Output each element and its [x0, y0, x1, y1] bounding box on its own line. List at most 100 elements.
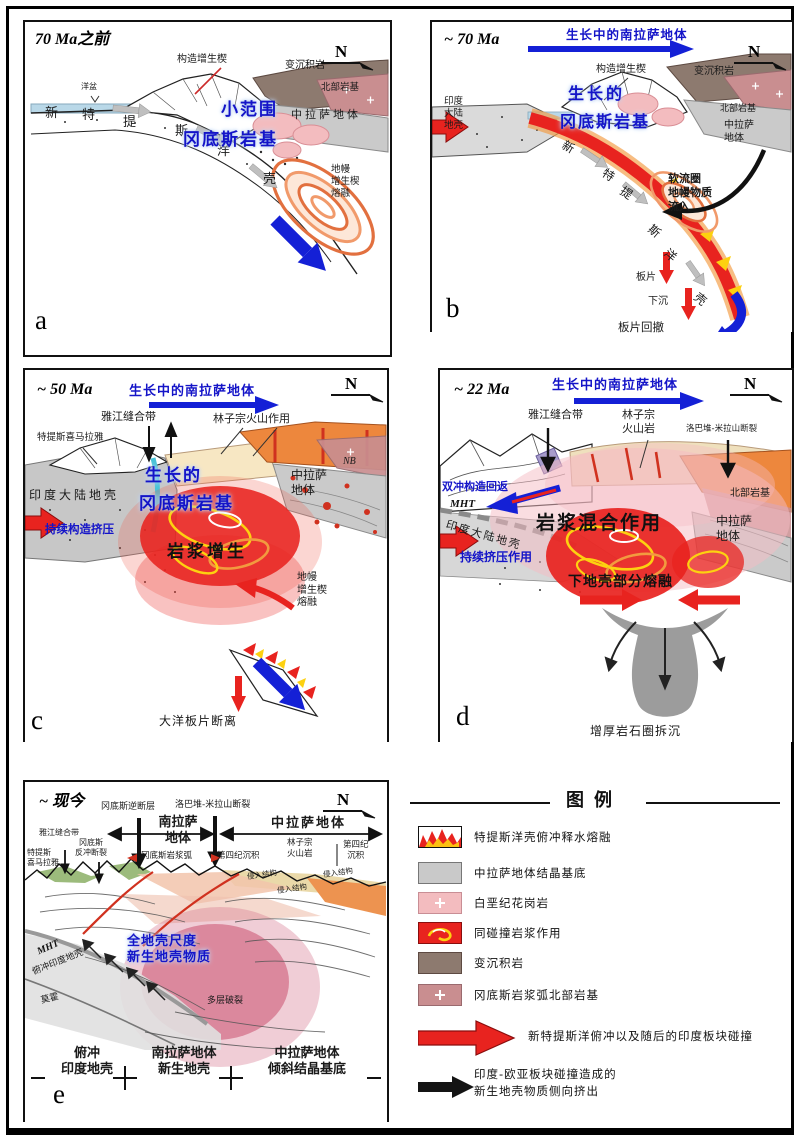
- label-mht: MHT: [450, 498, 476, 510]
- panel-d: ~ 22 Ma 生长中的南拉萨地体 N 雅江缝合带 林子宗 火山岩 洛巴堆-米拉…: [438, 368, 794, 742]
- panel-b-letter: b: [446, 293, 460, 323]
- label-section-subducted-india: 俯冲 印度地壳: [60, 1046, 113, 1078]
- label-tethyan-himalaya: 特提斯喜马拉雅: [37, 432, 104, 443]
- panel-b-drawing: [432, 40, 792, 332]
- label-multilayer-fracture: 多层破裂: [207, 996, 244, 1006]
- label-north-batholith: 北部岩基: [720, 104, 757, 114]
- terrane-extent-arrows-icon: [106, 826, 384, 842]
- legend-item: 特提斯洋壳俯冲释水熔融: [402, 826, 792, 856]
- legend-item: 变沉积岩: [402, 952, 792, 982]
- subduction-gray-arrows-icon: [580, 147, 705, 287]
- collision-red-arrow-icon: [432, 111, 469, 143]
- label-magma-accretion: 岩浆增生: [167, 542, 247, 562]
- legend-item: 白垩纪花岗岩: [402, 892, 792, 922]
- label-gangdese-batholith: 冈底斯岩基: [139, 494, 234, 514]
- label-north-batholith: 北部岩基: [730, 488, 770, 499]
- north-batholith-swatch-icon: [418, 984, 462, 1006]
- label-linzizong-volcanism: 林子宗火山作用: [213, 412, 290, 425]
- panel-c-drawing: [25, 396, 387, 718]
- wedge-pointer-line-icon: [194, 67, 222, 95]
- north-compass-icon: N: [321, 790, 377, 822]
- subduction-collision-red-arrow-icon: [417, 1018, 518, 1062]
- suture-down-arrow-icon: [540, 428, 556, 473]
- magma-swirls-icon: [565, 525, 729, 584]
- label-duplex-rebound: 双冲构造回返: [442, 480, 508, 493]
- label-juvenile-crust: 全地壳尺度 新生地壳物质: [127, 934, 212, 966]
- label-central-lhasa: 中拉萨地体: [291, 108, 361, 121]
- label-north-batholith: 北部岩基: [321, 82, 360, 93]
- legend-item: 冈底斯岩浆弧北部岩基: [402, 984, 792, 1014]
- compass-n-label: N: [748, 42, 761, 61]
- panel-b-time-label: ~ 70 Ma: [444, 31, 500, 48]
- volcanics-pointer-line-icon: [639, 439, 649, 469]
- label-yarlung-suture: 雅江缝合带: [39, 828, 79, 837]
- label-luobadui-fault: 洛巴堆-米拉山断裂: [175, 800, 251, 810]
- label-south-lhasa: 南拉萨 地体: [158, 815, 198, 847]
- panel-e-drawing: [25, 816, 387, 1090]
- label-nb: NB: [343, 456, 356, 467]
- header-blue-arrow-icon: [574, 392, 704, 410]
- legend-item: 同碰撞岩浆作用: [402, 922, 792, 952]
- volcanism-pointer-lines-icon: [220, 427, 278, 457]
- panel-a-letter: a: [35, 305, 47, 335]
- header-blue-arrow-icon: [149, 396, 279, 414]
- legend-item-label: 特提斯洋壳俯冲释水熔融: [474, 830, 612, 844]
- north-compass-icon: N: [728, 374, 784, 406]
- label-tectonic-wedge: 构造增生楔: [177, 54, 227, 65]
- panel-c-header: 生长中的南拉萨地体: [129, 384, 256, 399]
- himalaya-pointer-line-icon: [82, 447, 98, 465]
- metasedimentary-swatch-icon: [418, 952, 462, 974]
- label-asthenosphere-inflow: 软流圈 地幔物质 流入: [668, 172, 712, 213]
- panel-e-letter: e: [53, 1079, 65, 1109]
- label-gangdese-batholith: 冈底斯岩基: [560, 112, 651, 131]
- label-central-lhasa: 中拉萨 地体: [724, 120, 754, 144]
- collision-red-arrow-icon: [25, 507, 64, 539]
- label-metasedimentary: 变沉积岩: [285, 60, 325, 71]
- label-delamination: 增厚岩石圈拆沉: [590, 724, 682, 738]
- fault-down-arrow-icon: [720, 440, 736, 479]
- panel-d-drawing: [440, 392, 792, 717]
- magma-swirls-icon: [168, 505, 270, 575]
- panel-a-drawing: [30, 59, 389, 275]
- label-growing: 生长的: [568, 84, 626, 103]
- label-continued-compression: 持续挤压作用: [460, 550, 533, 564]
- label-india-crust: 印度大陆地壳: [29, 488, 120, 502]
- legend-item: 印度-欧亚板块碰撞造成的 新生地壳物质侧向挤出: [402, 1066, 792, 1110]
- legend-item: 中拉萨地体结晶基底: [402, 862, 792, 892]
- label-quaternary-1: 第四纪沉积: [217, 851, 260, 861]
- label-slab-char: 特: [82, 108, 96, 123]
- label-slab-breakoff: 大洋板片断离: [159, 714, 238, 728]
- label-tethyan-himalaya: 特提斯 喜马拉雅: [27, 848, 59, 867]
- label-section-south-lhasa: 南拉萨地体 新生地壳: [151, 1046, 217, 1078]
- panel-c-time-label: ~ 50 Ma: [37, 381, 93, 398]
- label-growing: 生长的: [145, 466, 202, 486]
- label-yarlung-suture: 雅江缝合带: [101, 410, 156, 423]
- legend-title-line-left: [410, 802, 550, 804]
- panel-b-header: 生长中的南拉萨地体: [566, 27, 688, 42]
- label-mantle-wedge-melting: 地幔 增生楔 熔融: [331, 164, 360, 199]
- label-slab-rollback: 板片回撤: [618, 320, 664, 334]
- label-central-lhasa: 中拉萨地体: [271, 816, 347, 831]
- panel-d-time-label: ~ 22 Ma: [454, 381, 510, 398]
- label-lower-crust-melting: 下地壳部分熔融: [568, 574, 673, 590]
- panel-e: ~ 现今 N 冈底斯逆断层 洛巴堆-米拉山断裂 南拉萨 地体 中拉萨地体 雅江缝…: [23, 780, 389, 1122]
- label-central-lhasa: 中拉萨 地体: [291, 468, 328, 497]
- mht-line-icon: [25, 929, 209, 1026]
- collision-red-arrow-icon: [440, 525, 479, 557]
- panel-a-time-label: 70 Ma之前: [35, 31, 110, 48]
- label-ocean-basin: 洋盆: [81, 82, 97, 91]
- legend-title: 图例: [566, 790, 622, 811]
- label-slab-char: 斯: [175, 124, 189, 139]
- legend-item-label: 新特提斯洋俯冲以及随后的印度板块碰撞: [528, 1029, 753, 1043]
- compass-n-label: N: [744, 374, 757, 393]
- slab-sinking-blue-arrow-icon: [270, 215, 326, 271]
- label-metasedimentary: 变沉积岩: [694, 66, 734, 77]
- label-gangdese-batholith: 冈底斯岩基: [183, 130, 278, 150]
- panel-e-time-label: ~ 现今: [39, 793, 85, 810]
- panel-c: ~ 50 Ma 生长中的南拉萨地体 N 雅江缝合带 林子宗火山作用 特提斯喜马拉…: [23, 368, 389, 742]
- section-axis-icon: [31, 1066, 381, 1090]
- label-mantle-wedge-melting: 地幔 增生楔 熔融: [297, 572, 327, 608]
- label-linzizong-volcanics: 林子宗 火山岩: [622, 408, 655, 435]
- label-gangdese-thrust: 冈底斯逆断层: [101, 802, 156, 812]
